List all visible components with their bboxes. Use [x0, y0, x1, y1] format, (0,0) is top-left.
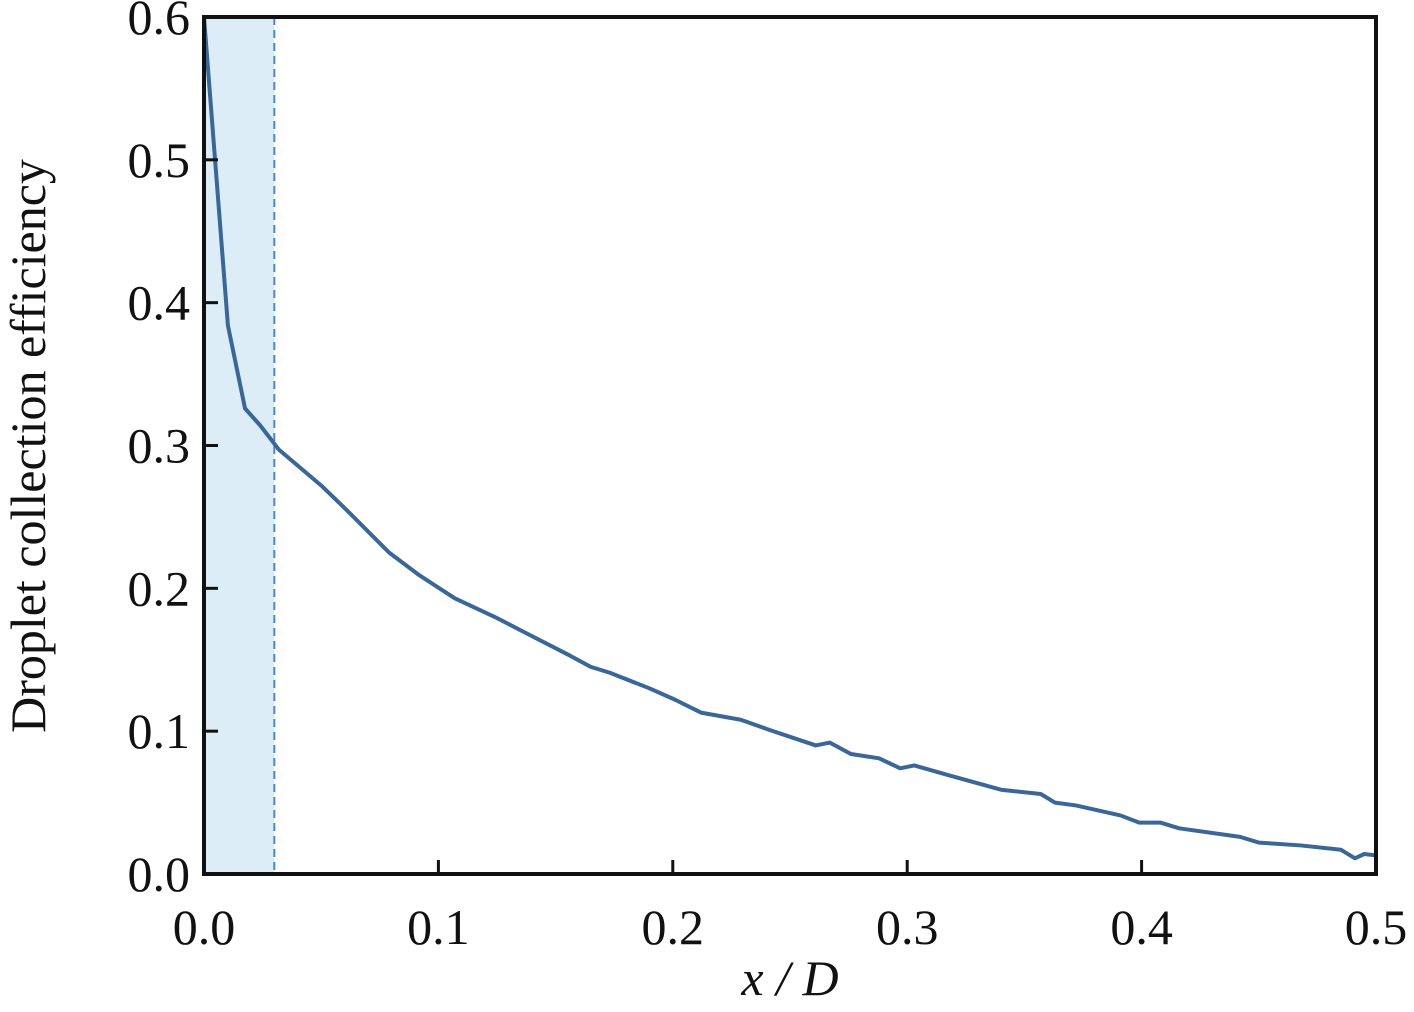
- y-tick-label: 0.6: [128, 0, 191, 45]
- y-tick-label: 0.2: [128, 560, 191, 616]
- x-tick-label: 0.3: [876, 899, 939, 955]
- plot-frame: [202, 15, 1378, 876]
- y-tick-label: 0.1: [128, 703, 191, 759]
- line: [202, 16, 1377, 861]
- x-tick-label: 0.4: [1110, 899, 1173, 955]
- y-axis-label: Droplet collection efficiency: [0, 159, 56, 733]
- x-tick-label: 0.0: [173, 899, 236, 955]
- x-tick-label: 0.2: [642, 899, 705, 955]
- y-tick-label: 0.4: [128, 275, 191, 331]
- y-tick-label: 0.5: [128, 132, 191, 188]
- x-tick-label: 0.5: [1345, 899, 1408, 955]
- y-tick-label: 0.0: [128, 846, 191, 902]
- x-tick-label: 0.1: [407, 899, 470, 955]
- x-axis-label: x / D: [740, 950, 838, 1006]
- y-tick-label: 0.3: [128, 418, 191, 474]
